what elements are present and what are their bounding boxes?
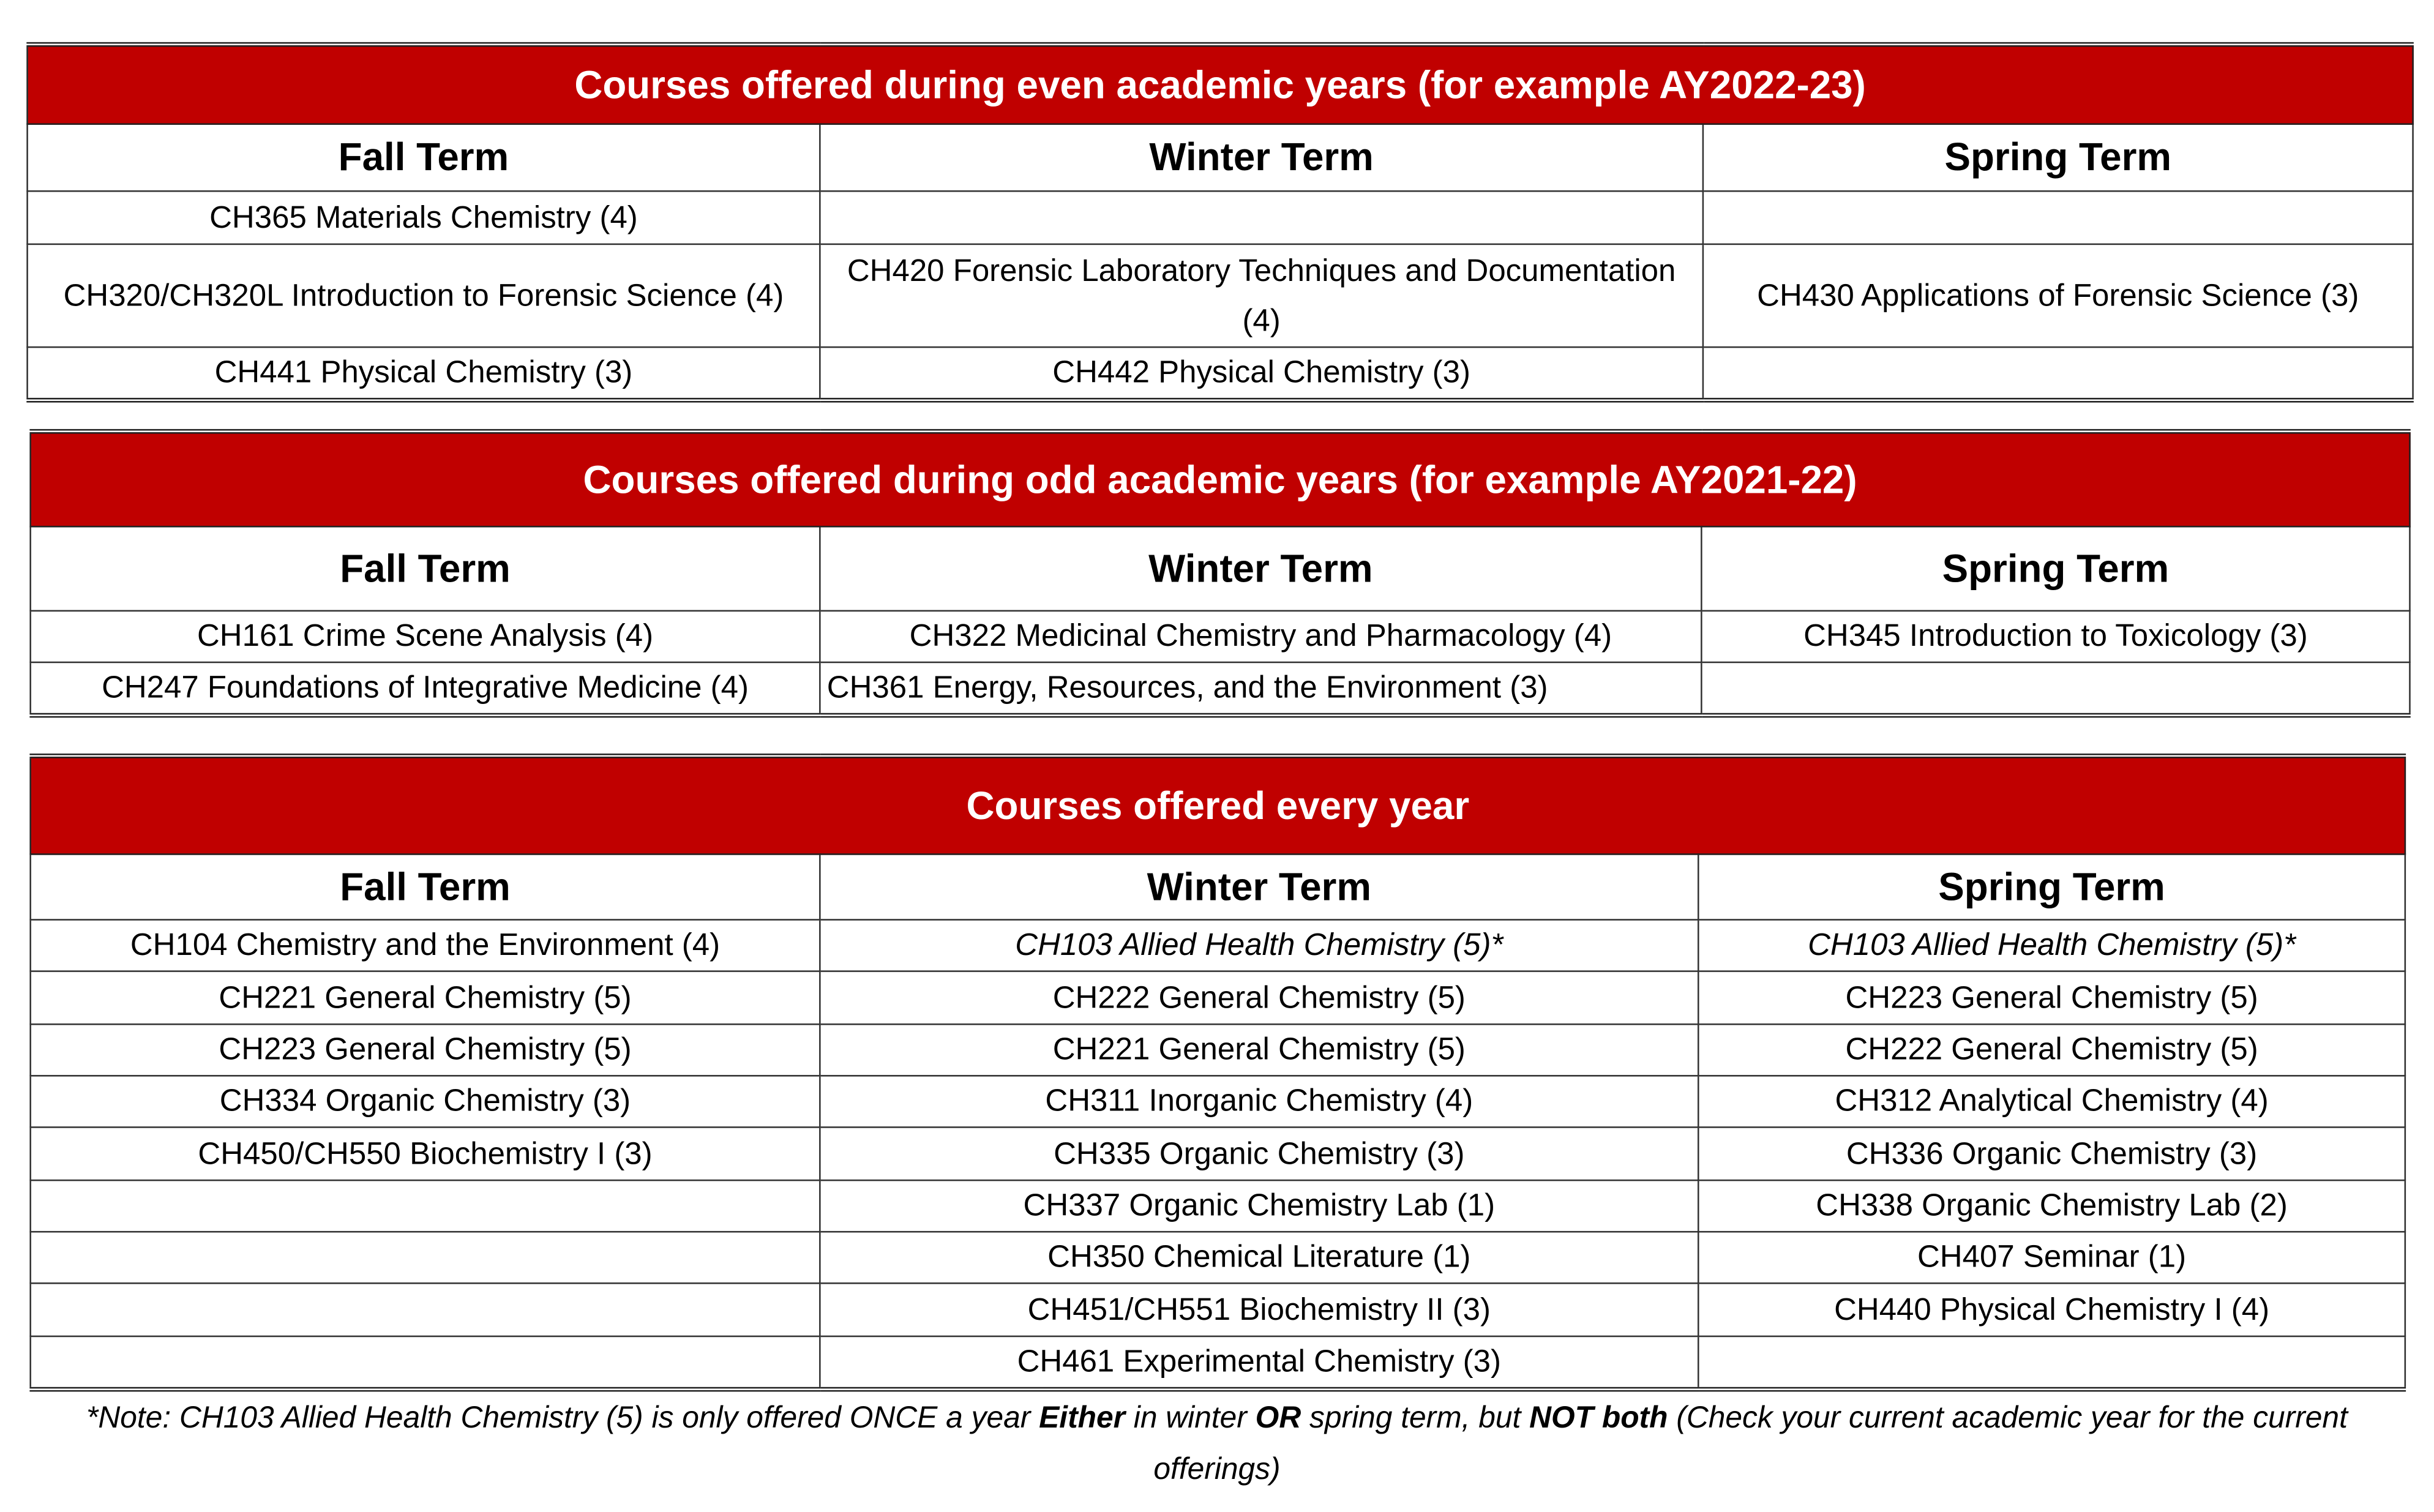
course-cell (29, 1282, 821, 1338)
table-title: Courses offered every year (29, 754, 2406, 855)
table-row: CH223 General Chemistry (5) CH221 General… (29, 1023, 2406, 1077)
note-emphasis: OR (1255, 1401, 1301, 1435)
odd-years-table: Courses offered during odd academic year… (29, 429, 2411, 718)
note-emphasis: NOT both (1529, 1401, 1668, 1435)
note-text: in winter (1125, 1401, 1256, 1435)
course-cell: CH221 General Chemistry (5) (819, 1023, 1699, 1077)
table-row: CH450/CH550 Biochemistry I (3) CH335 Orga… (29, 1126, 2406, 1181)
footnote: *Note: CH103 Allied Health Chemistry (5)… (47, 1393, 2387, 1496)
note-text: (Check your current academic year for th… (1153, 1401, 2348, 1487)
course-cell: CH440 Physical Chemistry I (4) (1697, 1282, 2406, 1338)
note-text: spring term, but (1301, 1401, 1530, 1435)
course-cell: CH221 General Chemistry (5) (29, 970, 821, 1025)
column-header: Fall Term (26, 123, 821, 192)
table-row: CH365 Materials Chemistry (4) (26, 190, 2414, 245)
every-year-table: Courses offered every year Fall Term Winte… (29, 754, 2406, 1392)
course-cell: CH223 General Chemistry (5) (1697, 970, 2406, 1025)
table-row: CH247 Foundations of Integrative Medicin… (29, 661, 2411, 718)
course-cell: CH441 Physical Chemistry (3) (26, 346, 821, 403)
table-title: Courses offered during even academic yea… (26, 42, 2414, 125)
table-row: CH451/CH551 Biochemistry II (3) CH440 Phy… (29, 1282, 2406, 1338)
course-cell (1701, 661, 2411, 718)
table-row: CH221 General Chemistry (5) CH222 General… (29, 970, 2406, 1025)
course-cell: CH161 Crime Scene Analysis (4) (29, 610, 821, 664)
course-cell: CH247 Foundations of Integrative Medicin… (29, 661, 821, 718)
table-row: CH461 Experimental Chemistry (3) (29, 1335, 2406, 1392)
even-years-table: Courses offered during even academic yea… (26, 42, 2414, 403)
table-row: CH320/CH320L Introduction to Forensic Sc… (26, 243, 2414, 348)
course-cell: CH336 Organic Chemistry (3) (1697, 1126, 2406, 1181)
course-cell: CH223 General Chemistry (5) (29, 1023, 821, 1077)
course-cell: CH322 Medicinal Chemistry and Pharmacolo… (819, 610, 1702, 664)
course-cell (29, 1230, 821, 1284)
column-header: Winter Term (819, 123, 1704, 192)
course-cell: CH450/CH550 Biochemistry I (3) (29, 1126, 821, 1181)
course-cell: CH430 Applications of Forensic Science (… (1702, 243, 2414, 348)
course-cell: CH104 Chemistry and the Environment (4) (29, 919, 821, 972)
course-cell: CH461 Experimental Chemistry (3) (819, 1335, 1699, 1392)
course-cell (1702, 346, 2414, 403)
course-cell: CH103 Allied Health Chemistry (5)* (1697, 919, 2406, 972)
column-header: Spring Term (1702, 123, 2414, 192)
course-cell: CH222 General Chemistry (5) (819, 970, 1699, 1025)
column-header: Spring Term (1697, 853, 2406, 921)
table-row: CH350 Chemical Literature (1) CH407 Semin… (29, 1230, 2406, 1284)
note-emphasis: Either (1039, 1401, 1125, 1435)
note-text: *Note: CH103 Allied Health Chemistry (5)… (86, 1401, 1039, 1435)
course-cell (819, 190, 1704, 245)
course-cell: CH420 Forensic Laboratory Techniques and… (819, 243, 1704, 348)
column-header: Fall Term (29, 525, 821, 612)
course-cell (1697, 1335, 2406, 1392)
course-cell: CH311 Inorganic Chemistry (4) (819, 1075, 1699, 1128)
course-cell: CH361 Energy, Resources, and the Environ… (819, 661, 1702, 718)
course-cell: CH338 Organic Chemistry Lab (2) (1697, 1179, 2406, 1233)
course-cell: CH103 Allied Health Chemistry (5)* (819, 919, 1699, 972)
course-cell: CH350 Chemical Literature (1) (819, 1230, 1699, 1284)
table-row: CH441 Physical Chemistry (3) CH442 Physic… (26, 346, 2414, 403)
column-header: Winter Term (819, 525, 1702, 612)
course-cell: CH442 Physical Chemistry (3) (819, 346, 1704, 403)
table-row: CH161 Crime Scene Analysis (4) CH322 Medi… (29, 610, 2411, 664)
course-cell (1702, 190, 2414, 245)
course-cell: CH312 Analytical Chemistry (4) (1697, 1075, 2406, 1128)
column-header: Winter Term (819, 853, 1699, 921)
table-title: Courses offered during odd academic year… (29, 429, 2411, 528)
course-cell: CH222 General Chemistry (5) (1697, 1023, 2406, 1077)
course-cell: CH345 Introduction to Toxicology (3) (1701, 610, 2411, 664)
course-cell (29, 1335, 821, 1392)
course-cell: CH320/CH320L Introduction to Forensic Sc… (26, 243, 821, 348)
column-header: Spring Term (1701, 525, 2411, 612)
table-row: CH104 Chemistry and the Environment (4) C… (29, 919, 2406, 972)
course-cell: CH451/CH551 Biochemistry II (3) (819, 1282, 1699, 1338)
course-cell: CH365 Materials Chemistry (4) (26, 190, 821, 245)
column-header: Fall Term (29, 853, 821, 921)
course-cell: CH335 Organic Chemistry (3) (819, 1126, 1699, 1181)
course-cell: CH337 Organic Chemistry Lab (1) (819, 1179, 1699, 1233)
course-cell (29, 1179, 821, 1233)
course-cell: CH407 Seminar (1) (1697, 1230, 2406, 1284)
table-row: CH337 Organic Chemistry Lab (1) CH338 Org… (29, 1179, 2406, 1233)
table-row: CH334 Organic Chemistry (3) CH311 Inorgan… (29, 1075, 2406, 1128)
course-cell: CH334 Organic Chemistry (3) (29, 1075, 821, 1128)
